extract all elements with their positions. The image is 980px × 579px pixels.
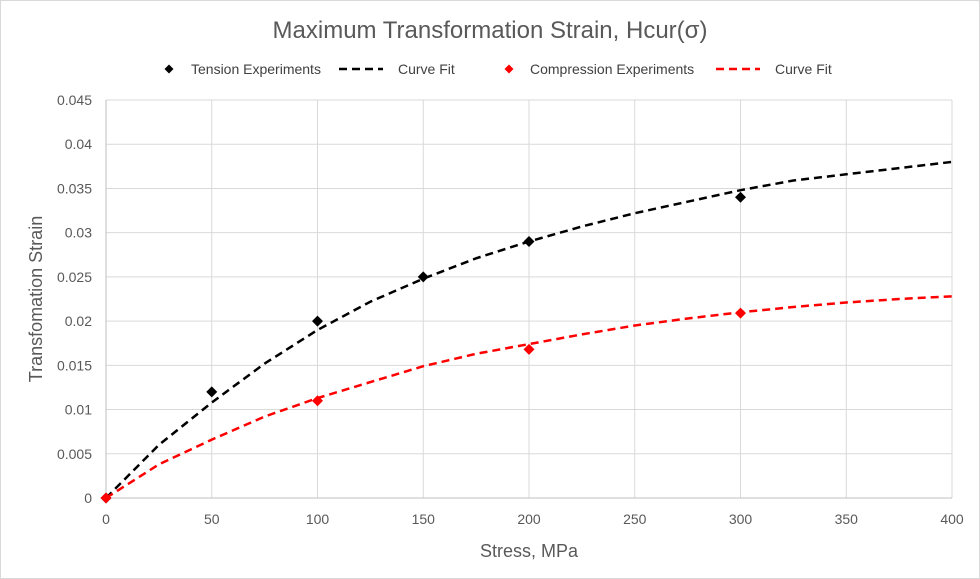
x-tick-label: 400 [940, 511, 964, 527]
axes: 0 0.005 0.01 0.015 0.02 0.025 0.03 0.035 0.04 0.0… [57, 92, 964, 527]
y-tick-label: 0.03 [65, 225, 92, 241]
y-tick-label: 0.025 [57, 269, 92, 285]
x-tick-label: 200 [517, 511, 541, 527]
y-tick-label: 0 [84, 490, 92, 506]
x-tick-label: 50 [204, 511, 220, 527]
data-point-marker [523, 236, 535, 248]
y-tick-label: 0.035 [57, 180, 92, 196]
x-tick-label: 150 [412, 511, 436, 527]
y-tick-label: 0.015 [57, 357, 92, 373]
chart-title: Maximum Transformation Strain, Hcur(σ) [273, 17, 708, 44]
x-tick-label: 350 [835, 511, 859, 527]
x-tick-label: 300 [729, 511, 753, 527]
legend-marker [164, 64, 174, 74]
legend: Tension Experiments Curve Fit Compression … [164, 61, 832, 77]
x-tick-label: 100 [306, 511, 330, 527]
legend-label: Curve Fit [398, 61, 455, 77]
y-tick-label: 0.045 [57, 92, 92, 108]
data-point-marker [735, 307, 746, 319]
data-point-marker [206, 386, 218, 398]
data-point-marker [312, 395, 323, 407]
legend-marker [504, 64, 514, 74]
data-point-marker [735, 191, 746, 203]
grid-lines [106, 99, 953, 498]
curve-fit-line [105, 295, 953, 500]
x-tick-label: 0 [102, 511, 110, 527]
data-point-marker [523, 343, 535, 355]
legend-label: Curve Fit [775, 61, 832, 77]
y-tick-label: 0.02 [65, 313, 92, 329]
y-axis-title: Transfomation Strain [26, 216, 46, 382]
data-point-marker [312, 315, 323, 327]
y-tick-label: 0.01 [65, 402, 92, 418]
legend-label: Tension Experiments [191, 61, 321, 77]
series-layer [100, 160, 953, 504]
data-point-marker [417, 271, 429, 283]
y-tick-label: 0.04 [65, 136, 92, 152]
x-tick-label: 250 [623, 511, 647, 527]
data-point-marker [100, 492, 112, 504]
x-axis-title: Stress, MPa [480, 541, 579, 561]
y-tick-label: 0.005 [57, 446, 92, 462]
legend-label: Compression Experiments [530, 61, 694, 77]
